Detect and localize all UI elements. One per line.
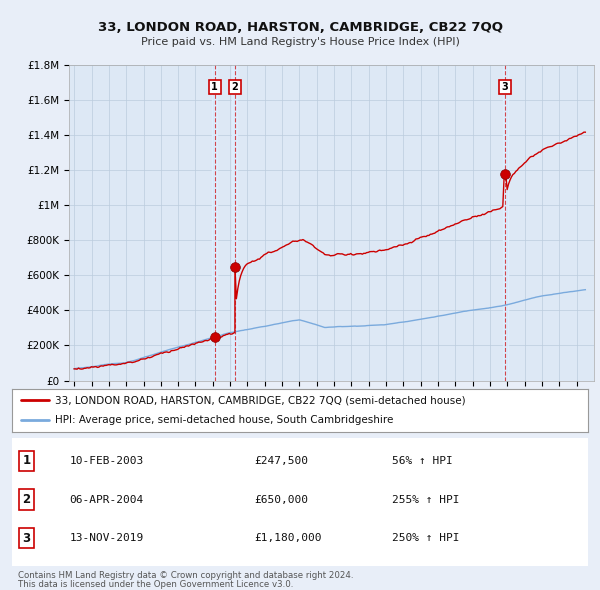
Text: 13-NOV-2019: 13-NOV-2019 bbox=[70, 533, 144, 543]
Text: 56% ↑ HPI: 56% ↑ HPI bbox=[392, 456, 453, 466]
Text: 3: 3 bbox=[502, 82, 508, 92]
Text: This data is licensed under the Open Government Licence v3.0.: This data is licensed under the Open Gov… bbox=[18, 579, 293, 589]
Text: 1: 1 bbox=[22, 454, 31, 467]
Text: Contains HM Land Registry data © Crown copyright and database right 2024.: Contains HM Land Registry data © Crown c… bbox=[18, 571, 353, 580]
Text: 33, LONDON ROAD, HARSTON, CAMBRIDGE, CB22 7QQ (semi-detached house): 33, LONDON ROAD, HARSTON, CAMBRIDGE, CB2… bbox=[55, 395, 466, 405]
Bar bbox=[232, 65, 238, 381]
Bar bbox=[503, 65, 508, 381]
Text: 06-APR-2004: 06-APR-2004 bbox=[70, 494, 144, 504]
Text: £247,500: £247,500 bbox=[254, 456, 308, 466]
Text: 3: 3 bbox=[22, 532, 31, 545]
Text: £1,180,000: £1,180,000 bbox=[254, 533, 322, 543]
Text: HPI: Average price, semi-detached house, South Cambridgeshire: HPI: Average price, semi-detached house,… bbox=[55, 415, 394, 425]
Text: 33, LONDON ROAD, HARSTON, CAMBRIDGE, CB22 7QQ: 33, LONDON ROAD, HARSTON, CAMBRIDGE, CB2… bbox=[97, 21, 503, 34]
Text: 2: 2 bbox=[22, 493, 31, 506]
Text: 255% ↑ HPI: 255% ↑ HPI bbox=[392, 494, 460, 504]
Text: 1: 1 bbox=[211, 82, 218, 92]
Text: 250% ↑ HPI: 250% ↑ HPI bbox=[392, 533, 460, 543]
Text: £650,000: £650,000 bbox=[254, 494, 308, 504]
Text: 10-FEB-2003: 10-FEB-2003 bbox=[70, 456, 144, 466]
Text: 2: 2 bbox=[232, 82, 238, 92]
Text: Price paid vs. HM Land Registry's House Price Index (HPI): Price paid vs. HM Land Registry's House … bbox=[140, 37, 460, 47]
Bar bbox=[212, 65, 217, 381]
